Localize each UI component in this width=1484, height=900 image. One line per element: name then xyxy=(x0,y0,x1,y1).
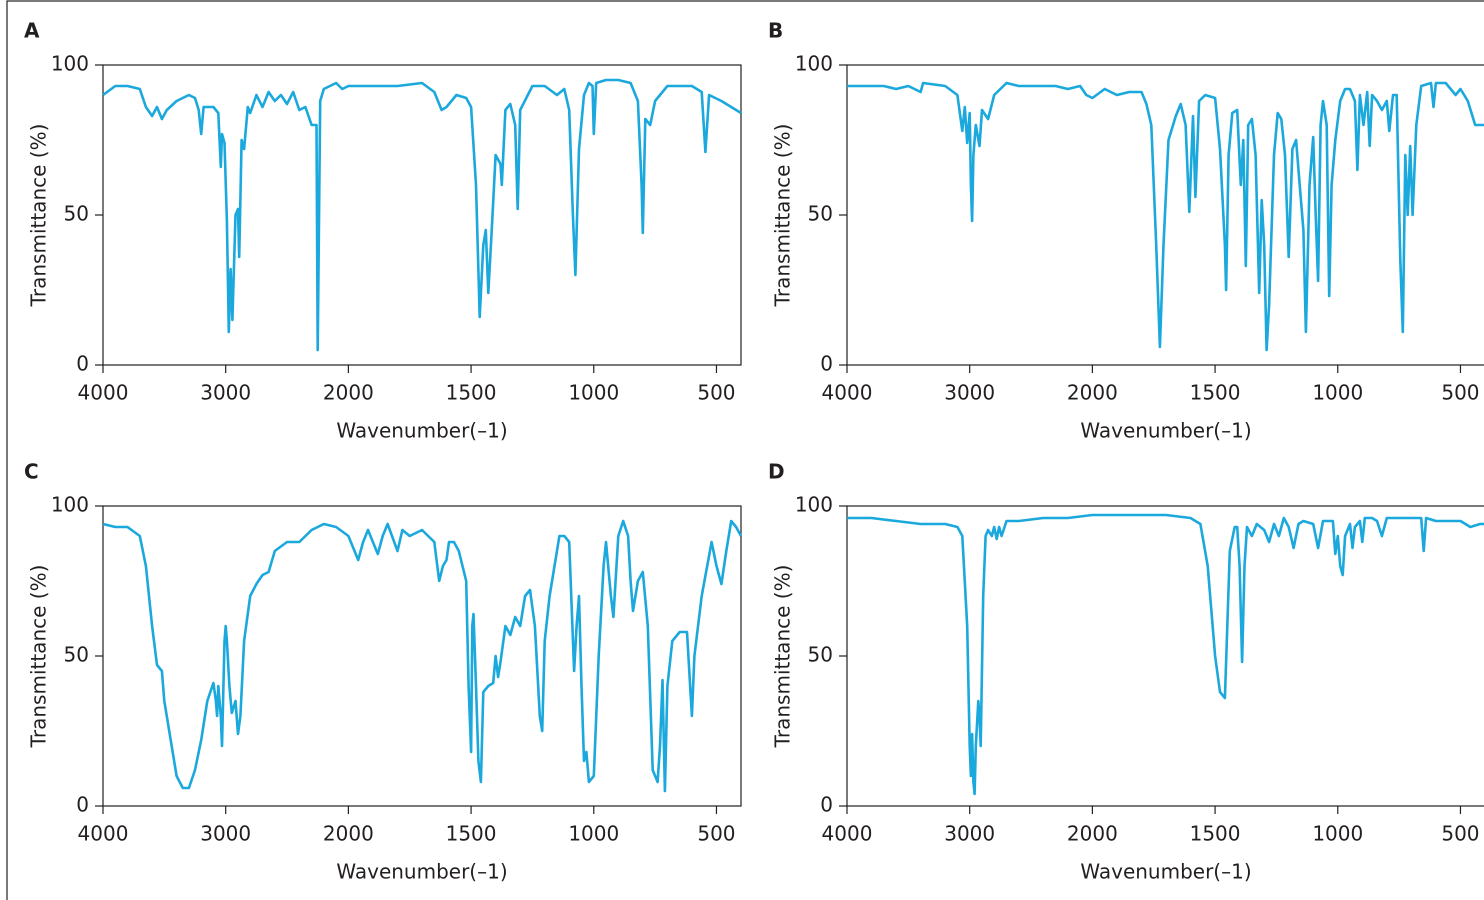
y-tick-label: 50 xyxy=(64,202,89,226)
x-tick-label: 4000 xyxy=(822,381,873,405)
x-axis-title: Wavenumber(–1) xyxy=(1080,419,1251,443)
x-tick-label: 3000 xyxy=(200,822,251,846)
x-axis-title: Wavenumber(–1) xyxy=(336,860,507,884)
y-axis-title: Transmittance (%) xyxy=(27,124,51,308)
panel-letter: D xyxy=(768,460,785,484)
x-tick-label: 1500 xyxy=(1190,822,1241,846)
y-tick-label: 50 xyxy=(808,643,833,667)
x-tick-label: 4000 xyxy=(822,822,873,846)
plot-frame xyxy=(846,505,1484,807)
plot-frame xyxy=(102,505,742,807)
y-tick-label: 100 xyxy=(795,52,833,76)
x-tick-label: 3000 xyxy=(944,381,995,405)
y-axis-title: Transmittance (%) xyxy=(27,565,51,749)
x-tick-label: 3000 xyxy=(944,822,995,846)
x-tick-label: 500 xyxy=(1441,822,1479,846)
spectrum-line xyxy=(102,519,743,793)
x-tick-label: 4000 xyxy=(78,381,129,405)
figure-border xyxy=(6,0,1484,900)
x-tick-label: 1000 xyxy=(568,822,619,846)
y-axis-title: Transmittance (%) xyxy=(771,565,795,749)
y-tick-label: 50 xyxy=(64,643,89,667)
y-tick-label: 100 xyxy=(795,493,833,517)
y-axis-title: Transmittance (%) xyxy=(771,124,795,308)
spectrum-line xyxy=(102,78,742,352)
x-tick-label: 2000 xyxy=(323,822,374,846)
y-tick-label: 0 xyxy=(820,793,833,817)
x-tick-label: 4000 xyxy=(78,822,129,846)
x-tick-label: 1500 xyxy=(446,381,497,405)
x-tick-label: 1000 xyxy=(568,381,619,405)
x-tick-label: 500 xyxy=(697,822,735,846)
y-tick-label: 0 xyxy=(820,352,833,376)
x-tick-label: 1500 xyxy=(1190,381,1241,405)
panel-letter: B xyxy=(768,19,783,43)
x-tick-label: 500 xyxy=(697,381,735,405)
x-tick-label: 1000 xyxy=(1312,822,1363,846)
y-tick-label: 100 xyxy=(51,493,89,517)
spectrum-line xyxy=(847,513,1484,796)
x-tick-label: 1500 xyxy=(446,822,497,846)
panel-letter: A xyxy=(24,19,40,43)
y-tick-label: 50 xyxy=(808,202,833,226)
y-tick-label: 0 xyxy=(76,793,89,817)
x-tick-label: 2000 xyxy=(323,381,374,405)
y-tick-label: 100 xyxy=(51,52,89,76)
x-tick-label: 500 xyxy=(1441,381,1479,405)
spectrum-line xyxy=(847,81,1484,352)
x-tick-label: 2000 xyxy=(1067,381,1118,405)
x-tick-label: 2000 xyxy=(1067,822,1118,846)
y-tick-label: 0 xyxy=(76,352,89,376)
x-axis-title: Wavenumber(–1) xyxy=(1080,860,1251,884)
panel-letter: C xyxy=(24,460,39,484)
x-tick-label: 1000 xyxy=(1312,381,1363,405)
x-axis-title: Wavenumber(–1) xyxy=(336,419,507,443)
x-tick-label: 3000 xyxy=(200,381,251,405)
